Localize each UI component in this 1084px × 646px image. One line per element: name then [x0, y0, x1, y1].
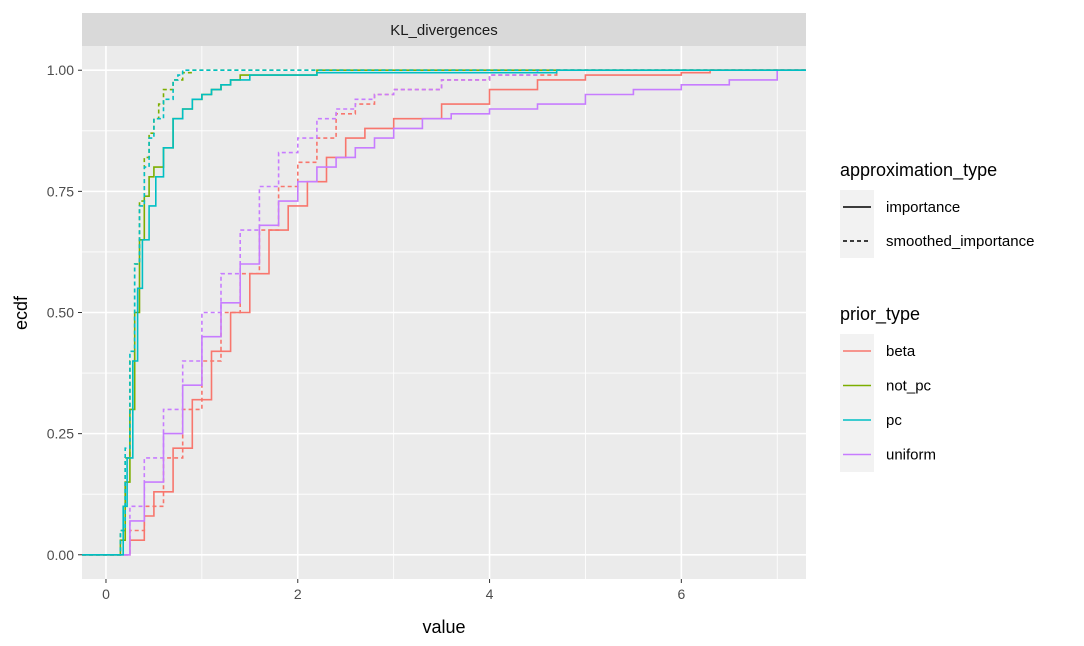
- y-tick-label: 0.25: [47, 426, 74, 442]
- y-tick-label: 0.75: [47, 183, 74, 199]
- legend-label-importance: importance: [886, 199, 960, 216]
- legend-label-not_pc: not_pc: [886, 378, 932, 395]
- series-line-beta-importance: [82, 69, 806, 556]
- x-tick-label: 4: [486, 586, 494, 602]
- y-tick-label: 1.00: [47, 62, 74, 78]
- series-lines: [82, 69, 806, 556]
- legend-label-smoothed_importance: smoothed_importance: [886, 233, 1034, 250]
- y-tick-label: 0.00: [47, 547, 74, 563]
- legend-label-beta: beta: [886, 343, 916, 360]
- y-tick-label: 0.50: [47, 305, 74, 321]
- series-line-uniform-smoothed_importance: [82, 69, 806, 556]
- strip-background: [82, 13, 806, 46]
- x-axis: 0 2 4 6: [102, 579, 685, 602]
- series-line-pc-smoothed_importance: [82, 69, 806, 556]
- grid-major: [82, 46, 806, 579]
- legend-label-uniform: uniform: [886, 447, 936, 464]
- y-axis-title: ecdf: [11, 295, 31, 330]
- x-tick-label: 2: [294, 586, 302, 602]
- facet-strip: KL_divergences: [82, 13, 806, 46]
- legends: approximation_type importance smoothed_imp…: [840, 160, 1034, 472]
- y-axis: 0.00 0.25 0.50 0.75 1.00: [47, 62, 82, 563]
- series-line-pc-importance: [82, 69, 806, 556]
- x-tick-label: 6: [677, 586, 685, 602]
- x-axis-title: value: [422, 617, 465, 637]
- facet-title: KL_divergences: [390, 22, 498, 39]
- series-line-uniform-importance: [82, 69, 806, 556]
- x-tick-label: 0: [102, 586, 110, 602]
- legend-label-pc: pc: [886, 412, 902, 429]
- legend-title-prior-type: prior_type: [840, 304, 920, 325]
- legend-title-approximation-type: approximation_type: [840, 160, 997, 181]
